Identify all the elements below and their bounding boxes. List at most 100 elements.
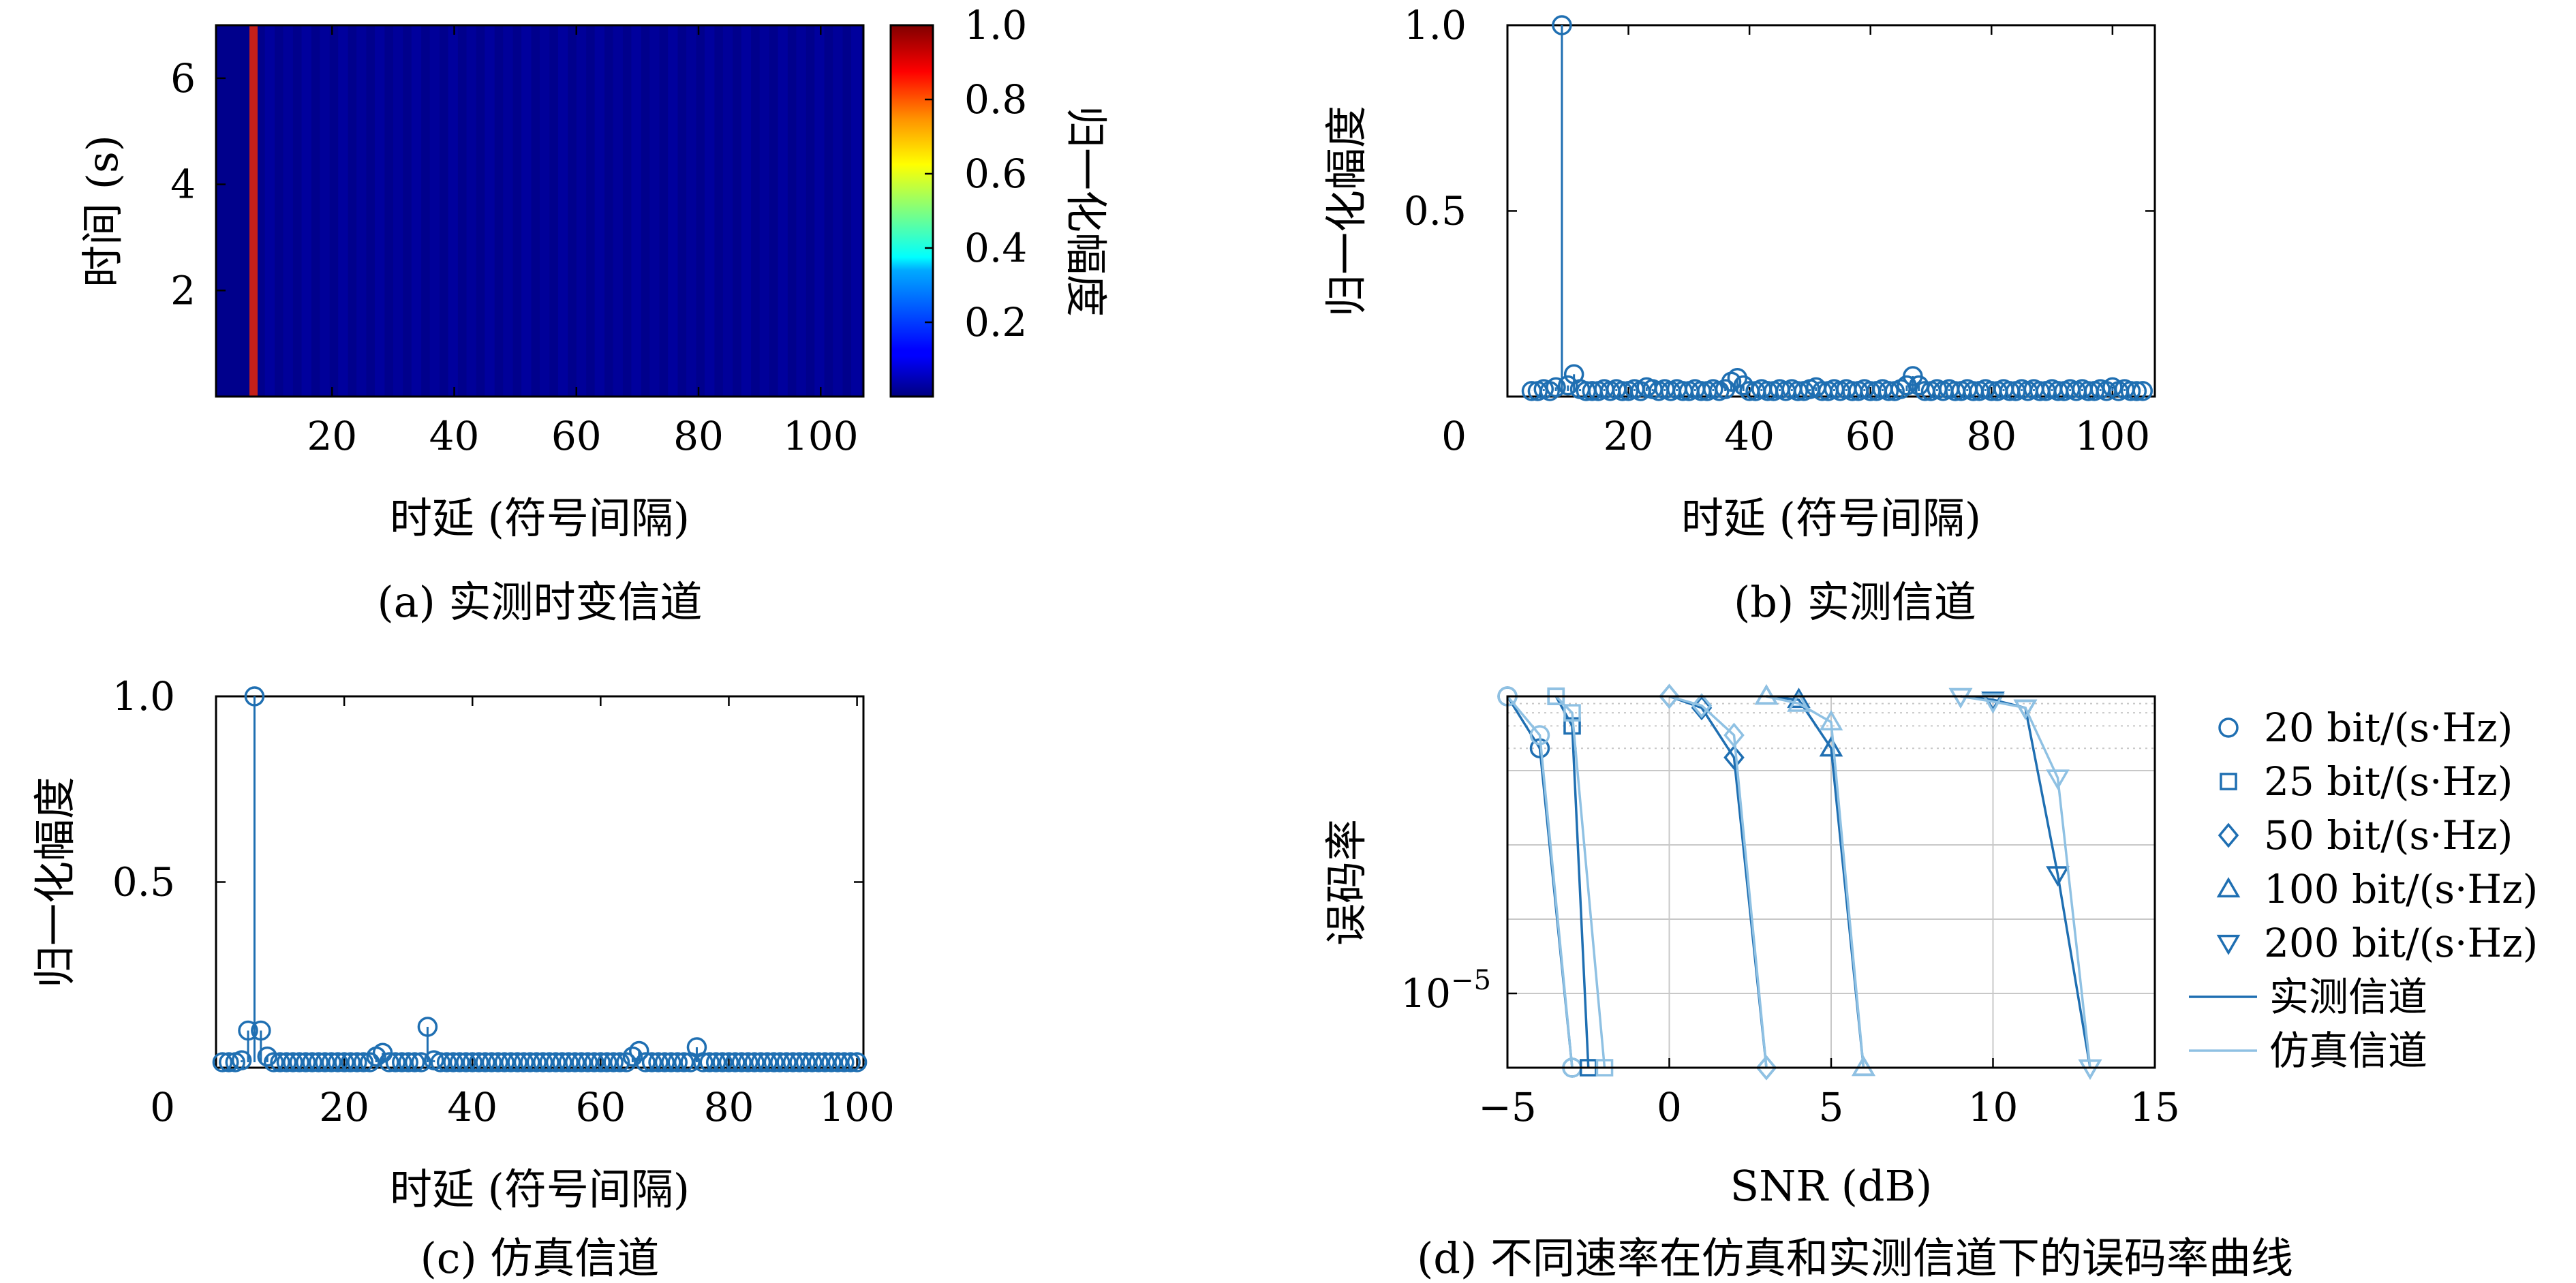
ber-series-line — [1960, 695, 2091, 1068]
stem-marker — [2126, 381, 2147, 401]
legend-label: 50 bit/(s·Hz) — [2264, 812, 2513, 859]
heatmap-cell-column — [320, 25, 330, 397]
panel-b: 20 40 60 80 100 0 0.5 1.0 时延 (符号间隔) 归一化幅度 — [1321, 2, 2156, 543]
y-tick-label: 6 — [170, 55, 196, 102]
stem-b-axes: 20 40 60 80 100 0 0.5 1.0 — [1404, 2, 2155, 459]
stem-marker — [763, 1052, 784, 1072]
stem-marker — [308, 1052, 329, 1072]
x-tick-label: 100 — [819, 1084, 895, 1130]
heatmap-cell-column — [704, 25, 715, 397]
heatmap-cell-column — [521, 25, 532, 397]
stem-marker — [846, 1052, 868, 1072]
stem-marker — [347, 1052, 367, 1072]
ber-series-line — [1766, 695, 1865, 1068]
x-tick-label: 20 — [1604, 413, 1654, 459]
ber-series-line — [1669, 695, 1768, 1068]
stem-marker — [334, 1052, 354, 1072]
ber-marker — [2220, 773, 2237, 790]
stem-marker — [462, 1052, 482, 1072]
stem-marker — [635, 1052, 656, 1072]
legend-label: 100 bit/(s·Hz) — [2264, 866, 2538, 912]
stem-c-marks — [212, 686, 868, 1072]
heatmap-cell-column — [814, 25, 825, 397]
stem-marker — [475, 1052, 495, 1072]
stem-marker — [263, 1052, 284, 1072]
stem-marker — [327, 1052, 348, 1072]
stem-marker — [641, 1052, 662, 1072]
heatmap-cell-column — [411, 25, 422, 397]
ber-series-line — [1506, 695, 1574, 1068]
colorbar-tick-label: 0.6 — [964, 151, 1027, 197]
stem-marker — [468, 1052, 489, 1072]
stem-marker — [1788, 381, 1808, 401]
stem-marker — [667, 1052, 688, 1072]
heatmap-cell-column — [631, 25, 641, 397]
heatmap-cell-column — [356, 25, 367, 397]
heatmap-cell-column — [668, 25, 678, 397]
x-tick-label: 80 — [1966, 413, 2017, 459]
stem-marker — [609, 1052, 630, 1072]
legend-label: 实测信道 — [2269, 974, 2427, 1020]
stem-marker — [276, 1052, 297, 1072]
ber-marker — [1852, 1055, 1875, 1077]
y-tick-label: 2 — [170, 267, 196, 313]
stem-marker — [1546, 377, 1566, 398]
heatmap-cell-column — [796, 25, 806, 397]
y-tick-label: 0 — [150, 1084, 175, 1130]
caption-c: (c) 仿真信道 — [420, 1233, 660, 1283]
ber-xlabel: SNR (dB) — [1730, 1161, 1933, 1211]
heatmap-cell-column — [613, 25, 623, 397]
x-tick-label: 0 — [1657, 1084, 1682, 1130]
stem-marker — [654, 1052, 675, 1072]
stem-c-xlabel: 时延 (符号间隔) — [390, 1164, 690, 1214]
stem-marker — [814, 1052, 835, 1072]
stem-b-frame — [1506, 24, 2156, 398]
ber-marker — [1754, 684, 1779, 705]
panel-c: 20 40 60 80 100 0 0.5 1.0 时延 (符号间隔) 归一化幅度 — [30, 673, 895, 1214]
heatmap-cell-column — [283, 25, 293, 397]
stem-marker — [1552, 15, 1572, 35]
x-tick-label: 40 — [1724, 413, 1775, 459]
stem-marker — [443, 1052, 463, 1072]
stem-b-ylabel: 归一化幅度 — [1321, 106, 1371, 317]
stem-marker — [539, 1052, 559, 1072]
stem-marker — [302, 1052, 322, 1072]
heatmap-cell-column — [594, 25, 604, 397]
ber-marker — [1819, 736, 1843, 757]
heatmap-stripes — [264, 25, 861, 397]
stem-marker — [802, 1052, 823, 1072]
heatmap-cell-column — [833, 25, 843, 397]
stem-marker — [744, 1052, 765, 1072]
heatmap-cell-column — [429, 25, 440, 397]
x-tick-label: 60 — [551, 413, 602, 459]
stem-marker — [1558, 375, 1578, 396]
heatmap-cell-column — [466, 25, 476, 397]
stem-marker — [795, 1052, 816, 1072]
stem-marker — [712, 1052, 733, 1072]
y-tick-label: 4 — [170, 161, 196, 208]
ber-marker — [2046, 769, 2070, 790]
ber-series-line — [1960, 695, 2091, 1068]
heatmap-cell-column — [741, 25, 752, 397]
stem-marker — [398, 1052, 418, 1072]
legend-label: 200 bit/(s·Hz) — [2264, 920, 2538, 966]
ber-series-line — [1766, 695, 1865, 1068]
stem-marker — [571, 1052, 592, 1072]
stem-marker — [283, 1052, 303, 1072]
colorbar — [889, 24, 934, 398]
stem-c-axes: 20 40 60 80 100 0 0.5 1.0 — [112, 673, 895, 1130]
stem-marker — [737, 1052, 758, 1072]
x-tick-label: 20 — [319, 1084, 369, 1130]
x-tick-label: 60 — [575, 1084, 626, 1130]
x-tick-label: 100 — [783, 413, 859, 459]
ber-lines — [1497, 683, 2102, 1081]
stem-marker — [808, 1052, 829, 1072]
heatmap-cell-column — [301, 25, 311, 397]
stem-marker — [725, 1052, 746, 1072]
x-tick-label: 20 — [307, 413, 357, 459]
stem-marker — [590, 1052, 611, 1072]
heatmap-cell-column — [485, 25, 495, 397]
stem-marker — [456, 1052, 476, 1072]
heatmap-cell-column — [448, 25, 458, 397]
